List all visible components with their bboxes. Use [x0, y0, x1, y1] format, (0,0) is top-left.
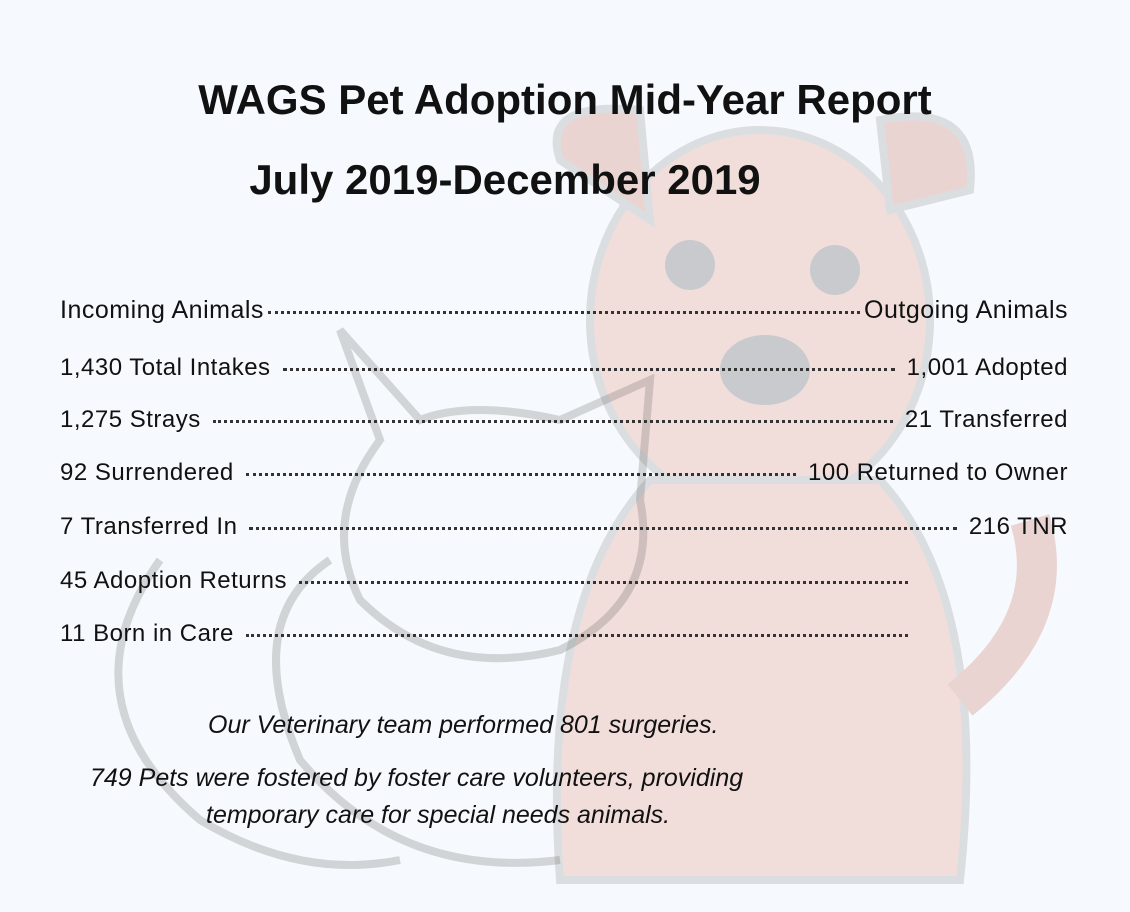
outgoing-stat: 100 Returned to Owner	[808, 459, 1068, 486]
report-subtitle: July 2019-December 2019	[249, 156, 761, 203]
leader-dots	[245, 473, 797, 476]
incoming-stat: 11 Born in Care	[60, 620, 234, 647]
outgoing-stat: 21 Transferred	[904, 406, 1068, 433]
stat-row: 92 Surrendered 100 Returned to Owner	[60, 459, 1068, 487]
footer-line: 749 Pets were fostered by foster care vo…	[90, 764, 744, 792]
stat-row: 1,275 Strays 21 Transferred	[60, 406, 1068, 434]
outgoing-stat: 216 TNR	[968, 513, 1068, 540]
incoming-stat: 1,275 Strays	[60, 406, 201, 433]
footer-line: Our Veterinary team performed 801 surger…	[208, 711, 719, 739]
leader-dots	[267, 311, 861, 314]
leader-dots	[245, 634, 908, 637]
stat-row: 7 Transferred In 216 TNR	[60, 513, 1068, 541]
dog-illustration	[552, 104, 1057, 884]
stat-row: 11 Born in Care	[60, 620, 920, 648]
leader-dots	[212, 420, 893, 423]
outgoing-stat: 1,001 Adopted	[906, 354, 1068, 381]
left-header: Incoming Animals	[60, 296, 264, 324]
leader-dots	[299, 581, 908, 584]
incoming-stat: 7 Transferred In	[60, 513, 238, 540]
column-headers: Incoming Animals Outgoing Animals	[60, 296, 1068, 325]
cat-illustration	[114, 327, 655, 869]
report-title: WAGS Pet Adoption Mid-Year Report	[198, 76, 932, 123]
incoming-stat: 92 Surrendered	[60, 459, 234, 486]
incoming-stat: 1,430 Total Intakes	[60, 354, 271, 381]
leader-dots	[282, 368, 895, 371]
footer-line: temporary care for special needs animals…	[206, 801, 671, 829]
stat-row: 1,430 Total Intakes 1,001 Adopted	[60, 354, 1068, 382]
incoming-stat: 45 Adoption Returns	[60, 567, 287, 594]
leader-dots	[249, 527, 957, 530]
stat-row: 45 Adoption Returns	[60, 567, 920, 595]
right-header: Outgoing Animals	[864, 296, 1068, 324]
